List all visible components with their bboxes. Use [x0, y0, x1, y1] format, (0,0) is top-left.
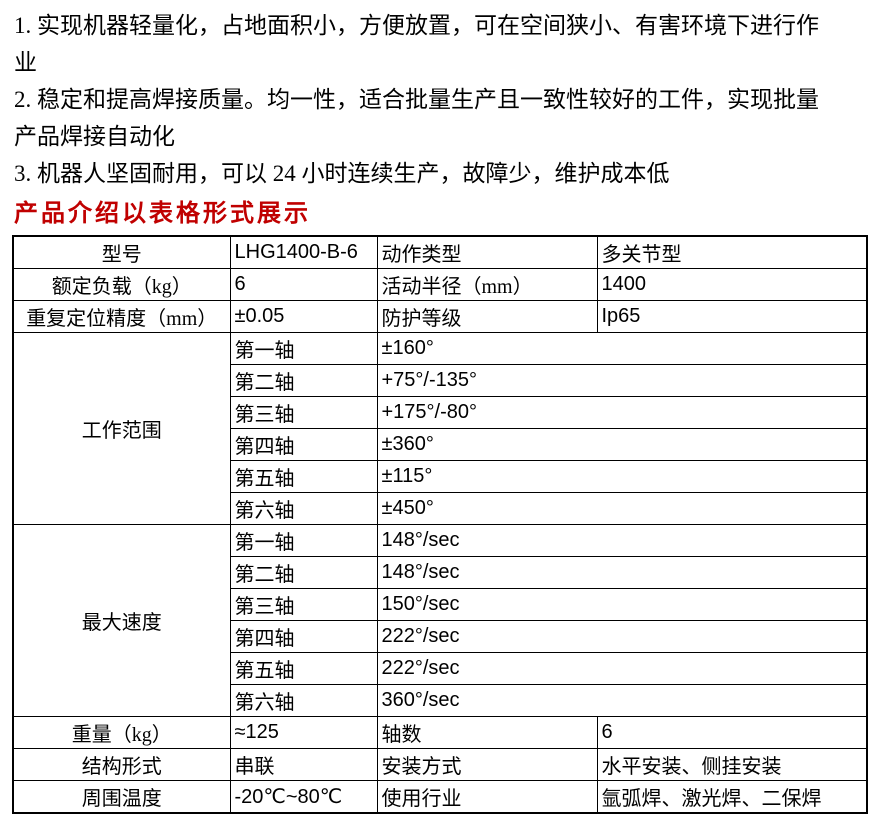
spec-label-cell: 周围温度 [12, 780, 231, 814]
spec-value-cell: 6 [596, 716, 868, 749]
axis-label-cell: 第五轴 [229, 460, 378, 493]
axis-label-cell: 第二轴 [229, 364, 378, 397]
table-row: 第五轴 ±115° [13, 460, 868, 493]
spec-value-cell: 水平安装、侧挂安装 [596, 748, 868, 781]
table-row: 周围温度 -20℃~80℃ 使用行业 氩弧焊、激光焊、二保焊 [12, 780, 868, 814]
table-row: 第四轴 222°/sec [13, 620, 868, 653]
axis-label-cell: 第五轴 [229, 652, 378, 685]
spec-value-cell: 氩弧焊、激光焊、二保焊 [596, 780, 868, 814]
axis-value-cell: ±115° [376, 460, 868, 493]
axis-label-cell: 第六轴 [229, 684, 378, 717]
spec-label-cell: 防护等级 [376, 300, 598, 333]
intro-line: 2. 稳定和提高焊接质量。均一性，适合批量生产且一致性较好的工件，实现批量 [14, 87, 819, 112]
intro-line: 3. 机器人坚固耐用，可以 24 小时连续生产，故障少，维护成本低 [14, 161, 670, 186]
table-row: 第六轴 ±450° [13, 492, 868, 525]
axis-label-cell: 第三轴 [229, 588, 378, 621]
spec-value-cell: Ip65 [596, 300, 868, 333]
product-spec-table: 型号 LHG1400-B-6 动作类型 多关节型 额定负载（kg） 6 活动半径… [12, 235, 868, 814]
group-label-cell: 最大速度 [12, 524, 231, 717]
spec-label-cell: 动作类型 [376, 235, 598, 269]
axis-value-cell: ±450° [376, 492, 868, 525]
axis-value-cell: 148°/sec [376, 524, 868, 557]
spec-value-cell: 多关节型 [596, 235, 868, 269]
spec-value-cell: ≈125 [229, 716, 378, 749]
table-row: 第四轴 ±360° [13, 428, 868, 461]
intro-line: 业 [14, 50, 37, 75]
axis-value-cell: +175°/-80° [376, 396, 868, 429]
axis-label-cell: 第一轴 [229, 332, 378, 365]
axis-value-cell: 150°/sec [376, 588, 868, 621]
axis-label-cell: 第三轴 [229, 396, 378, 429]
spec-label-cell: 额定负载（kg） [12, 268, 231, 301]
table-row: 第三轴 +175°/-80° [13, 396, 868, 429]
axis-value-cell: 360°/sec [376, 684, 868, 717]
intro-text: 1. 实现机器轻量化，占地面积小，方便放置，可在空间狭小、有害环境下进行作 业 … [0, 0, 878, 192]
spec-label-cell: 型号 [12, 235, 231, 269]
spec-label-cell: 轴数 [376, 716, 598, 749]
table-row: 第二轴 +75°/-135° [13, 364, 868, 397]
spec-label-cell: 安装方式 [376, 748, 598, 781]
table-row: 结构形式 串联 安装方式 水平安装、侧挂安装 [12, 748, 868, 781]
table-row: 第三轴 150°/sec [13, 588, 868, 621]
spec-label-cell: 使用行业 [376, 780, 598, 814]
table-row: 第六轴 360°/sec [13, 684, 868, 717]
axis-label-cell: 第一轴 [229, 524, 378, 557]
axis-value-cell: 222°/sec [376, 620, 868, 653]
group-label-cell: 工作范围 [12, 332, 231, 525]
table-row: 重复定位精度（mm） ±0.05 防护等级 Ip65 [12, 300, 868, 333]
axis-label-cell: 第二轴 [229, 556, 378, 589]
spec-value-cell: 6 [229, 268, 378, 301]
section-heading: 产品介绍以表格形式展示 [14, 201, 311, 227]
axis-value-cell: ±360° [376, 428, 868, 461]
spec-value-cell: LHG1400-B-6 [229, 235, 378, 269]
axis-label-cell: 第四轴 [229, 620, 378, 653]
spec-value-cell: -20℃~80℃ [229, 780, 378, 814]
spec-value-cell: ±0.05 [229, 300, 378, 333]
spec-value-cell: 串联 [229, 748, 378, 781]
axis-value-cell: 222°/sec [376, 652, 868, 685]
table-row: 第二轴 148°/sec [13, 556, 868, 589]
spec-label-cell: 活动半径（mm） [376, 268, 598, 301]
spec-label-cell: 结构形式 [12, 748, 231, 781]
axis-value-cell: ±160° [376, 332, 868, 365]
axis-label-cell: 第四轴 [229, 428, 378, 461]
table-row: 重量（kg） ≈125 轴数 6 [12, 716, 868, 749]
table-row: 工作范围 第一轴 ±160° [12, 332, 868, 525]
table-row: 额定负载（kg） 6 活动半径（mm） 1400 [12, 268, 868, 301]
spec-label-cell: 重量（kg） [12, 716, 231, 749]
table-row: 型号 LHG1400-B-6 动作类型 多关节型 [12, 235, 868, 269]
axis-value-cell: 148°/sec [376, 556, 868, 589]
intro-line: 1. 实现机器轻量化，占地面积小，方便放置，可在空间狭小、有害环境下进行作 [14, 13, 819, 38]
table-row: 最大速度 第一轴 148°/sec [12, 524, 868, 717]
axis-label-cell: 第六轴 [229, 492, 378, 525]
axis-value-cell: +75°/-135° [376, 364, 868, 397]
spec-label-cell: 重复定位精度（mm） [12, 300, 231, 333]
spec-value-cell: 1400 [596, 268, 868, 301]
intro-line: 产品焊接自动化 [14, 124, 175, 149]
